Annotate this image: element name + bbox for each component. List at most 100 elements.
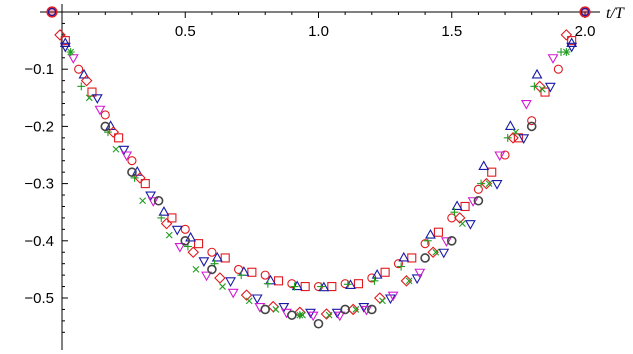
data-point-triangle-down <box>305 308 316 319</box>
data-point-triangle-down <box>518 134 530 144</box>
data-point-triangle-down <box>94 105 106 116</box>
data-point-square <box>327 282 337 292</box>
data-point-triangle-down <box>467 197 479 207</box>
data-point-plus <box>290 282 299 291</box>
data-point-diamond <box>160 217 173 230</box>
data-point-cross <box>112 145 120 153</box>
data-point-diamond <box>187 246 200 259</box>
endpoint-marker <box>47 7 57 17</box>
data-point-triangle-down <box>251 294 263 305</box>
data-point-triangle-down <box>198 257 210 267</box>
data-point-triangle-down <box>411 274 423 285</box>
data-point-cross <box>485 180 493 187</box>
data-point-square <box>167 213 177 223</box>
data-point-plus <box>503 133 512 142</box>
data-point-triangle-down <box>566 42 578 53</box>
data-point-square <box>487 167 497 177</box>
data-point-circle <box>287 310 297 320</box>
data-point-asterisk <box>295 311 304 320</box>
data-point-cross <box>512 128 520 136</box>
data-point-cross <box>139 197 146 205</box>
x-tick-label: 0.5 <box>175 23 196 40</box>
data-point-circle <box>420 253 430 263</box>
data-point-diamond <box>507 132 519 144</box>
data-point-cross <box>245 297 253 305</box>
data-point-square <box>300 282 310 292</box>
data-point-circle <box>420 239 430 249</box>
data-point-triangle-up <box>424 228 436 239</box>
data-point-square <box>87 87 97 97</box>
data-point-triangle-down <box>331 308 343 319</box>
y-tick-label: −0.1 <box>24 61 54 78</box>
data-point-circle <box>100 121 111 132</box>
data-point-triangle-down <box>254 303 266 313</box>
data-point-triangle-down <box>464 220 476 230</box>
y-tick-label: −0.3 <box>24 176 54 193</box>
data-point-plus <box>317 282 326 291</box>
data-point-plus <box>450 208 459 217</box>
data-point-circle <box>526 121 537 132</box>
data-point-square <box>540 87 550 97</box>
data-point-diamond <box>427 246 439 259</box>
data-point-plus <box>263 279 272 288</box>
data-point-triangle-up <box>185 231 197 242</box>
data-point-triangle-down <box>174 242 186 253</box>
data-point-square <box>407 253 417 263</box>
data-point-plus <box>397 262 406 271</box>
data-point-triangle-up <box>504 120 516 130</box>
data-point-triangle-up <box>211 251 223 262</box>
data-point-cross <box>325 311 333 319</box>
data-point-triangle-up <box>59 37 71 48</box>
data-point-cross <box>405 277 413 285</box>
data-point-triangle-down <box>91 94 103 104</box>
data-point-square <box>247 267 257 277</box>
data-point-triangle-up <box>531 68 543 79</box>
data-point-triangle-down <box>225 277 236 287</box>
x-axis-title: t/T <box>606 5 625 22</box>
data-point-plus <box>370 276 379 285</box>
data-marks <box>46 6 591 329</box>
data-point-cross <box>538 85 546 93</box>
data-point-circle <box>127 156 137 166</box>
data-point-plus <box>157 213 166 222</box>
data-point-square <box>460 201 470 212</box>
data-point-circle <box>127 167 137 177</box>
data-point-circle <box>260 270 270 280</box>
data-point-triangle-down <box>547 54 559 64</box>
data-point-cross <box>379 297 386 305</box>
data-point-circle <box>553 64 563 74</box>
data-point-triangle-up <box>158 206 170 216</box>
data-point-plus <box>477 179 486 188</box>
data-point-square <box>114 133 124 143</box>
data-point-triangle-down <box>520 99 532 110</box>
data-point-cross <box>165 231 173 239</box>
data-point-circle <box>74 64 84 74</box>
data-point-square <box>380 267 390 277</box>
data-point-plus <box>530 82 539 91</box>
y-tick-label: −0.2 <box>24 118 54 135</box>
axes <box>40 4 600 350</box>
data-point-diamond <box>54 29 66 41</box>
data-point-cross <box>219 283 226 290</box>
data-point-triangle-down <box>147 197 159 207</box>
data-point-diamond <box>347 303 359 316</box>
data-point-triangle-down <box>227 288 239 299</box>
data-point-diamond <box>80 74 93 87</box>
data-point-circle <box>153 195 164 206</box>
data-point-square <box>60 36 70 46</box>
data-point-square <box>433 227 443 237</box>
data-point-triangle-down <box>171 225 183 236</box>
data-point-triangle-down <box>494 151 506 162</box>
data-point-diamond <box>453 212 466 224</box>
data-point-cross <box>459 220 466 228</box>
data-point-cross <box>432 248 440 256</box>
data-point-triangle-up <box>371 268 383 279</box>
data-point-circle <box>473 195 484 206</box>
data-point-circle <box>100 110 110 120</box>
data-point-triangle-down <box>358 303 370 313</box>
data-point-square <box>567 36 577 46</box>
data-point-plus <box>423 236 432 245</box>
x-tick-label: 1.0 <box>308 23 329 40</box>
